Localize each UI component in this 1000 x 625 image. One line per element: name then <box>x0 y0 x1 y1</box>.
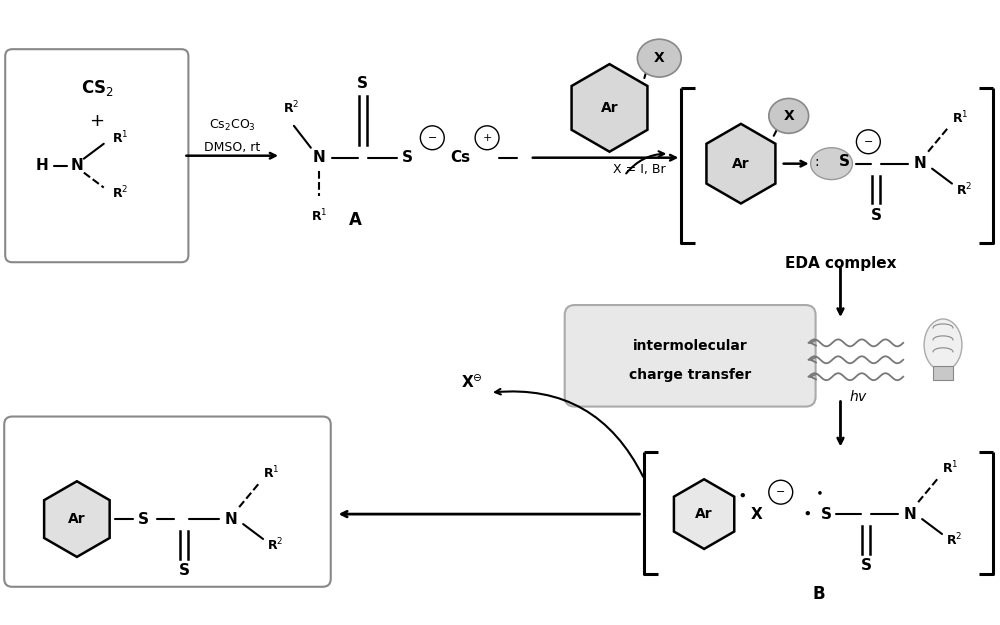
Text: R$^2$: R$^2$ <box>267 537 283 553</box>
Text: S: S <box>861 558 872 573</box>
Text: +: + <box>482 132 492 142</box>
Text: R$^2$: R$^2$ <box>946 532 962 548</box>
Text: B: B <box>812 585 825 602</box>
Text: :: : <box>814 154 819 169</box>
Text: R$^2$: R$^2$ <box>112 184 128 201</box>
Polygon shape <box>674 479 734 549</box>
Polygon shape <box>44 481 110 557</box>
Text: S: S <box>179 563 190 578</box>
FancyBboxPatch shape <box>4 416 331 587</box>
Text: S: S <box>138 512 149 527</box>
Text: N: N <box>914 156 926 171</box>
Text: Ar: Ar <box>601 101 618 115</box>
Text: charge transfer: charge transfer <box>629 368 751 382</box>
Text: S: S <box>871 208 882 223</box>
Text: +: + <box>89 112 104 130</box>
Text: −: − <box>864 137 873 147</box>
Ellipse shape <box>637 39 681 77</box>
Text: Cs$_2$CO$_3$: Cs$_2$CO$_3$ <box>209 118 256 133</box>
FancyBboxPatch shape <box>933 366 953 380</box>
Text: Ar: Ar <box>732 157 750 171</box>
Text: R$^1$: R$^1$ <box>311 208 327 224</box>
Text: $\bullet$: $\bullet$ <box>802 504 811 519</box>
Text: R$^1$: R$^1$ <box>942 460 959 477</box>
Text: R$^1$: R$^1$ <box>263 465 280 482</box>
Text: H: H <box>36 158 48 173</box>
Text: R$^2$: R$^2$ <box>956 181 972 198</box>
Ellipse shape <box>811 148 852 179</box>
Text: Ar: Ar <box>68 512 86 526</box>
Text: CS$_2$: CS$_2$ <box>81 78 113 98</box>
Text: −: − <box>776 488 785 498</box>
Text: S: S <box>839 154 850 169</box>
Text: $\bullet$: $\bullet$ <box>737 487 746 502</box>
FancyBboxPatch shape <box>5 49 188 262</box>
Text: $\bullet$: $\bullet$ <box>815 486 822 499</box>
Text: Cs: Cs <box>450 150 470 165</box>
Ellipse shape <box>924 319 962 371</box>
Text: Ar: Ar <box>695 507 713 521</box>
FancyBboxPatch shape <box>565 305 816 407</box>
Text: X$^{\ominus}$: X$^{\ominus}$ <box>461 374 483 391</box>
Text: R$^1$: R$^1$ <box>112 129 128 146</box>
Polygon shape <box>572 64 647 152</box>
Ellipse shape <box>769 99 809 133</box>
Text: EDA complex: EDA complex <box>785 256 896 271</box>
Text: intermolecular: intermolecular <box>633 339 748 353</box>
Text: S: S <box>402 150 413 165</box>
Text: N: N <box>71 158 83 173</box>
Text: N: N <box>904 507 917 522</box>
Text: R$^1$: R$^1$ <box>952 109 968 126</box>
Text: A: A <box>349 211 362 229</box>
Text: S: S <box>357 76 368 91</box>
Text: R$^2$: R$^2$ <box>283 99 299 116</box>
Polygon shape <box>706 124 775 204</box>
Text: N: N <box>225 512 238 527</box>
Text: DMSO, rt: DMSO, rt <box>204 141 260 154</box>
Text: S: S <box>821 507 832 522</box>
Text: N: N <box>312 150 325 165</box>
Text: X: X <box>783 109 794 123</box>
Text: −: − <box>428 132 437 142</box>
Text: X: X <box>654 51 665 65</box>
Text: X = I, Br: X = I, Br <box>613 163 666 176</box>
Text: X: X <box>751 507 763 522</box>
Text: $hv$: $hv$ <box>849 389 868 404</box>
